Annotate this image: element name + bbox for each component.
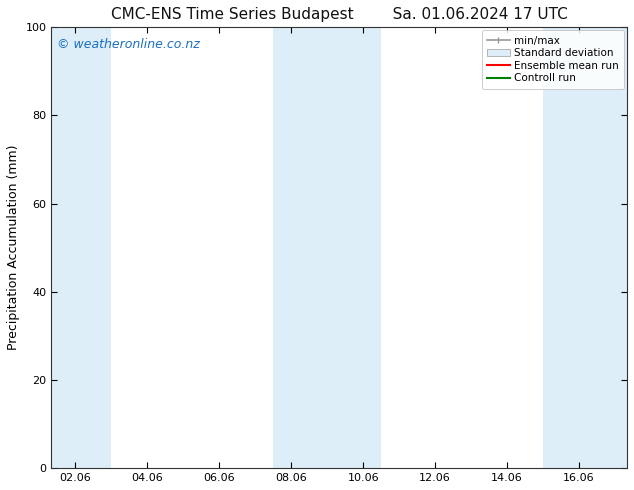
Y-axis label: Precipitation Accumulation (mm): Precipitation Accumulation (mm): [7, 145, 20, 350]
Bar: [51, 27, 112, 468]
Legend: min/max, Standard deviation, Ensemble mean run, Controll run: min/max, Standard deviation, Ensemble me…: [482, 30, 624, 89]
Bar: [273, 27, 381, 468]
Bar: [543, 27, 627, 468]
Title: CMC-ENS Time Series Budapest        Sa. 01.06.2024 17 UTC: CMC-ENS Time Series Budapest Sa. 01.06.2…: [111, 7, 567, 22]
Text: © weatheronline.co.nz: © weatheronline.co.nz: [57, 38, 200, 51]
